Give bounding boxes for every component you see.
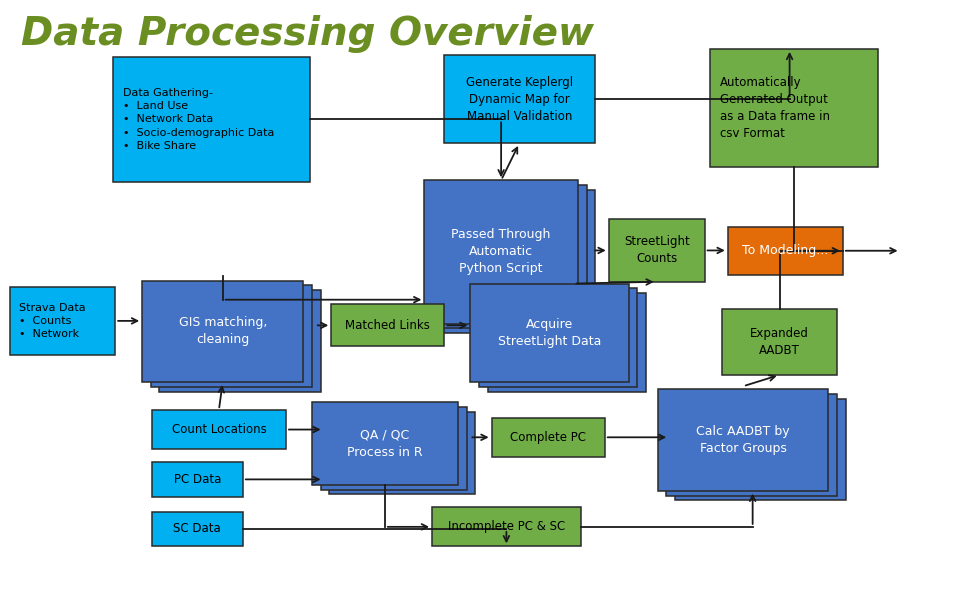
Text: Complete PC: Complete PC (510, 431, 587, 444)
FancyBboxPatch shape (329, 412, 475, 494)
FancyBboxPatch shape (432, 507, 581, 546)
FancyBboxPatch shape (142, 281, 303, 382)
FancyBboxPatch shape (424, 180, 578, 324)
FancyBboxPatch shape (675, 399, 846, 500)
FancyBboxPatch shape (710, 49, 878, 167)
Text: Automatically
Generated Output
as a Data frame in
csv Format: Automatically Generated Output as a Data… (720, 76, 830, 140)
FancyBboxPatch shape (722, 309, 837, 375)
FancyBboxPatch shape (152, 512, 243, 546)
Text: Incomplete PC & SC: Incomplete PC & SC (447, 521, 565, 533)
Text: To Modeling...: To Modeling... (742, 244, 828, 257)
FancyBboxPatch shape (442, 190, 595, 333)
FancyBboxPatch shape (331, 304, 444, 346)
FancyBboxPatch shape (152, 462, 243, 497)
FancyBboxPatch shape (728, 227, 843, 275)
FancyBboxPatch shape (666, 394, 837, 496)
FancyBboxPatch shape (479, 288, 637, 387)
FancyBboxPatch shape (444, 55, 595, 143)
FancyBboxPatch shape (113, 57, 310, 182)
FancyBboxPatch shape (321, 407, 467, 490)
Text: Data Gathering-
•  Land Use
•  Network Data
•  Socio-demographic Data
•  Bike Sh: Data Gathering- • Land Use • Network Dat… (123, 88, 275, 151)
FancyBboxPatch shape (433, 185, 587, 328)
Text: GIS matching,
cleaning: GIS matching, cleaning (179, 316, 267, 346)
Text: Expanded
AADBT: Expanded AADBT (750, 327, 809, 357)
Text: Strava Data
•  Counts
•  Network: Strava Data • Counts • Network (19, 303, 85, 339)
Text: SC Data: SC Data (174, 522, 221, 536)
Text: QA / QC
Process in R: QA / QC Process in R (348, 429, 422, 458)
FancyBboxPatch shape (658, 389, 828, 491)
Text: Generate Keplergl
Dynamic Map for
Manual Validation: Generate Keplergl Dynamic Map for Manual… (466, 76, 573, 122)
Text: PC Data: PC Data (174, 473, 221, 486)
FancyBboxPatch shape (152, 410, 286, 449)
Text: Calc AADBT by
Factor Groups: Calc AADBT by Factor Groups (696, 425, 790, 455)
FancyBboxPatch shape (470, 284, 629, 382)
Text: Matched Links: Matched Links (346, 319, 430, 332)
FancyBboxPatch shape (609, 219, 705, 282)
FancyBboxPatch shape (151, 285, 312, 387)
Text: Passed Through
Automatic
Python Script: Passed Through Automatic Python Script (451, 229, 551, 275)
FancyBboxPatch shape (312, 402, 458, 485)
FancyBboxPatch shape (10, 287, 115, 355)
Text: Count Locations: Count Locations (172, 423, 266, 436)
FancyBboxPatch shape (488, 293, 646, 392)
FancyBboxPatch shape (492, 418, 605, 457)
Text: StreetLight
Counts: StreetLight Counts (624, 235, 689, 266)
Text: Data Processing Overview: Data Processing Overview (21, 15, 594, 53)
FancyBboxPatch shape (159, 290, 321, 392)
Text: Acquire
StreetLight Data: Acquire StreetLight Data (498, 318, 601, 348)
